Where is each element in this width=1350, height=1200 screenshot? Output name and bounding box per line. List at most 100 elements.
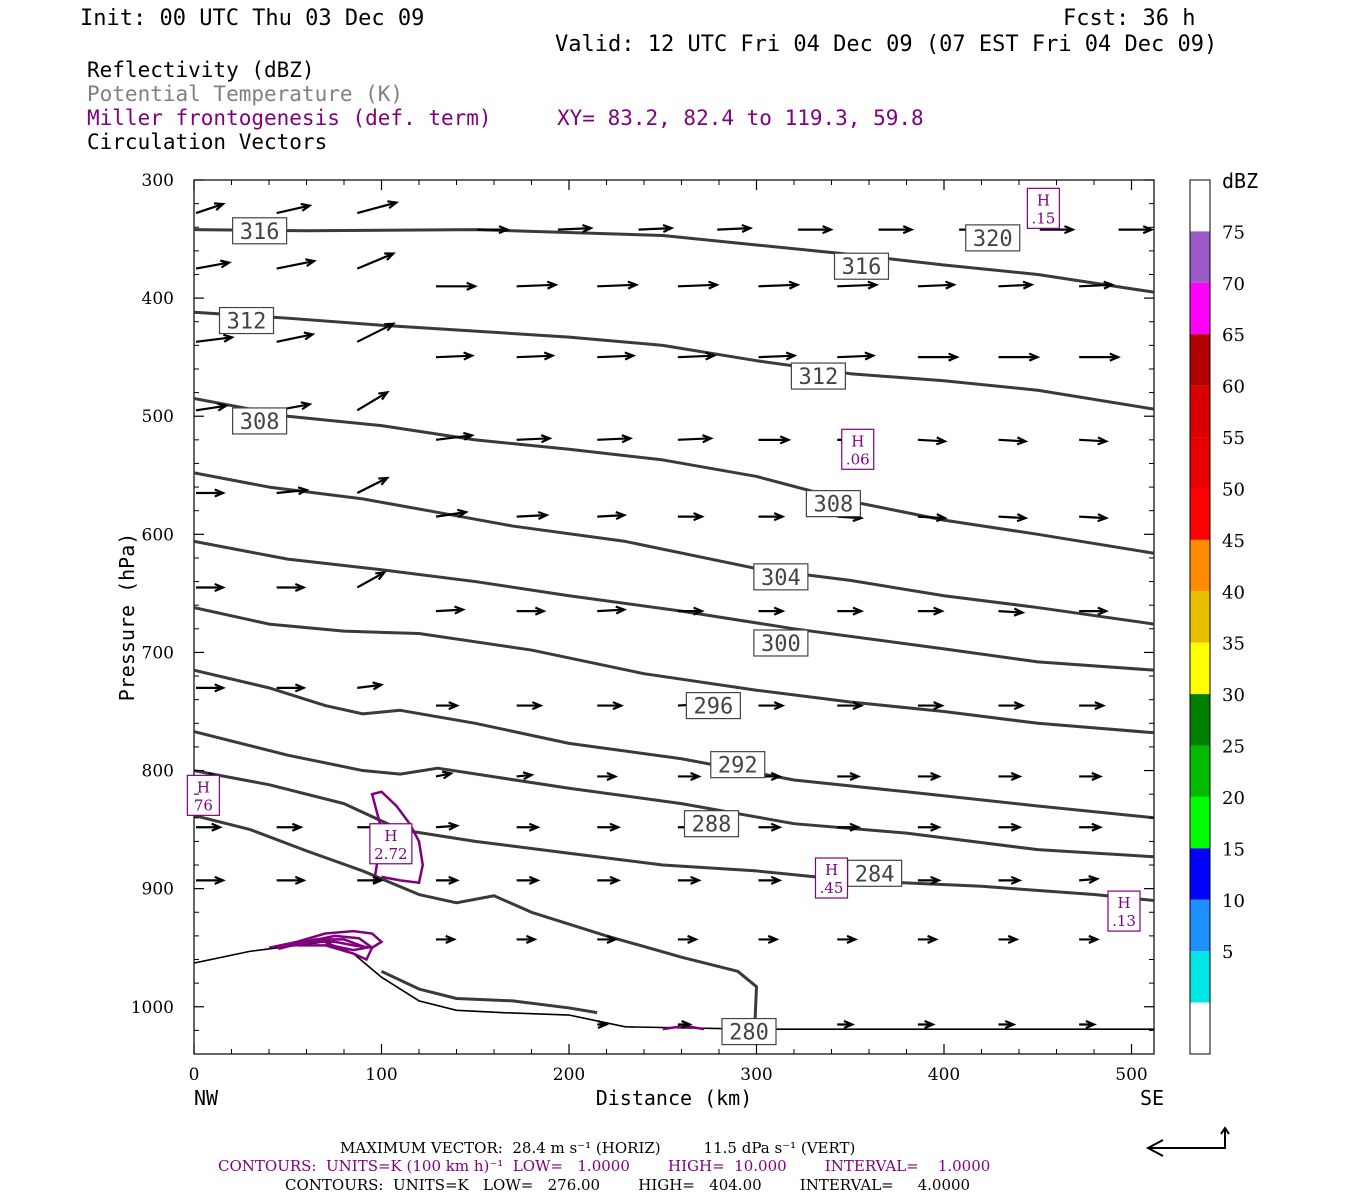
circulation-vector	[435, 431, 475, 441]
maximum-label-box	[841, 428, 875, 470]
isentrope-line	[194, 539, 1154, 672]
circulation-vector	[1079, 352, 1121, 362]
isentrope-label-box	[847, 859, 903, 887]
circulation-vector	[998, 607, 1026, 617]
circulation-vector	[195, 333, 235, 343]
circulation-vector	[477, 225, 511, 235]
isentrope-line	[194, 228, 1154, 294]
circulation-vector	[195, 259, 232, 270]
circulation-vector	[276, 683, 307, 693]
circulation-vector	[1039, 225, 1076, 235]
circulation-vector	[677, 280, 720, 290]
circulation-vector	[1079, 513, 1109, 523]
maximum-label-value: .45	[820, 879, 844, 897]
circulation-vector	[516, 606, 547, 616]
circulation-vector	[717, 223, 754, 233]
circulation-vector	[557, 223, 594, 233]
colorbar-label: 30	[1222, 685, 1245, 706]
circulation-vector	[357, 875, 385, 885]
colorbar-label: 45	[1222, 531, 1245, 552]
isentrope-line	[194, 310, 1154, 411]
circulation-vector	[435, 821, 460, 831]
maximum-label-value: 2.72	[374, 845, 407, 863]
circulation-vector	[758, 934, 780, 944]
circulation-vector	[597, 1019, 610, 1029]
colorbar-label: 25	[1222, 737, 1245, 758]
frontogenesis-contour	[268, 929, 384, 951]
y-tick-label: 900	[142, 880, 174, 900]
circulation-vector	[276, 258, 317, 270]
x-left-label: NW	[194, 1086, 219, 1110]
isentrope-label: 304	[761, 566, 801, 591]
colorbar-label: 65	[1222, 325, 1245, 346]
circulation-vector	[917, 934, 939, 944]
isentrope-label-box	[683, 810, 740, 838]
circulation-vector	[276, 331, 316, 343]
circulation-vector	[677, 875, 702, 885]
axes: 300 400 500 600 700 800 900 1000 0 100 200 300 400 50…	[131, 171, 1154, 1085]
circulation-vector	[917, 771, 942, 781]
isentrope-label-box	[218, 306, 275, 335]
y-tick-label: 1000	[131, 998, 174, 1018]
isentrope-label-box	[790, 362, 846, 390]
circulation-vector	[597, 822, 622, 832]
isentrope-label-box	[721, 1017, 777, 1046]
colorbar-label: 40	[1222, 582, 1245, 603]
circulation-vector	[758, 875, 783, 885]
colorbar-segment	[1190, 231, 1210, 283]
colorbar-segment-bottom	[1190, 1002, 1210, 1054]
legend-xy-range: XY= 83.2, 82.4 to 119.3, 59.8	[557, 106, 924, 130]
footer-max-vector: MAXIMUM VECTOR: 28.4 m s⁻¹ (HORIZ) 11.5 …	[340, 1139, 855, 1157]
isentrope-label: 292	[718, 754, 758, 779]
circulation-vector	[998, 934, 1020, 944]
circulation-vector	[917, 1019, 936, 1029]
isentrope-label: 312	[227, 310, 267, 335]
y-tick-label: 500	[142, 407, 174, 427]
plot-content	[194, 200, 1154, 1031]
maximum-label-box	[369, 823, 413, 865]
circulation-vector	[436, 701, 460, 711]
y-tick-label: 700	[142, 643, 174, 663]
circulation-vector	[435, 508, 469, 518]
circulation-vector	[837, 934, 859, 944]
circulation-vector	[1079, 280, 1115, 290]
circulation-vector	[917, 352, 960, 362]
colorbar-frame	[1189, 179, 1211, 1055]
circulation-vector	[758, 822, 783, 832]
isentrope-line	[194, 668, 1154, 820]
maximum-label-value: 76	[194, 796, 213, 814]
circulation-vector	[356, 476, 390, 494]
x-tick-label: 400	[928, 1065, 960, 1085]
circulation-vector	[597, 771, 619, 781]
circulation-vector	[998, 875, 1023, 885]
circulation-vector	[516, 822, 541, 832]
colorbar-label: 20	[1222, 788, 1245, 809]
circulation-vector	[597, 434, 634, 444]
circulation-vector	[196, 683, 226, 693]
circulation-vector	[1079, 1019, 1097, 1029]
forecast-hour: Fcst: 36 h	[1063, 6, 1195, 31]
colorbar-label: 55	[1222, 428, 1245, 449]
colorbar-segment-top	[1190, 180, 1210, 232]
circulation-vector	[1079, 822, 1103, 832]
circulation-vector	[597, 875, 622, 885]
maximum-label-letter: H	[197, 778, 210, 796]
circulation-vector	[677, 351, 717, 361]
isentrope-label: 280	[729, 1021, 769, 1046]
circulation-vector	[837, 771, 862, 781]
circulation-vector	[917, 513, 948, 523]
circulation-vector	[998, 1019, 1017, 1029]
circulation-vector	[356, 322, 396, 343]
x-tick-label: 0	[189, 1065, 200, 1085]
circulation-vector	[436, 875, 460, 885]
circulation-vector	[797, 225, 834, 235]
colorbar-segment	[1190, 951, 1210, 1003]
circulation-vector	[276, 582, 307, 592]
legend-frontogenesis: Miller frontogenesis (def. term)	[87, 106, 492, 130]
circulation-vector	[1079, 436, 1109, 446]
circulation-vector	[436, 934, 457, 944]
circulation-vector	[878, 225, 915, 235]
maximum-label-box	[1107, 890, 1141, 932]
maximum-label-box	[186, 774, 220, 816]
circulation-vector	[516, 934, 538, 944]
